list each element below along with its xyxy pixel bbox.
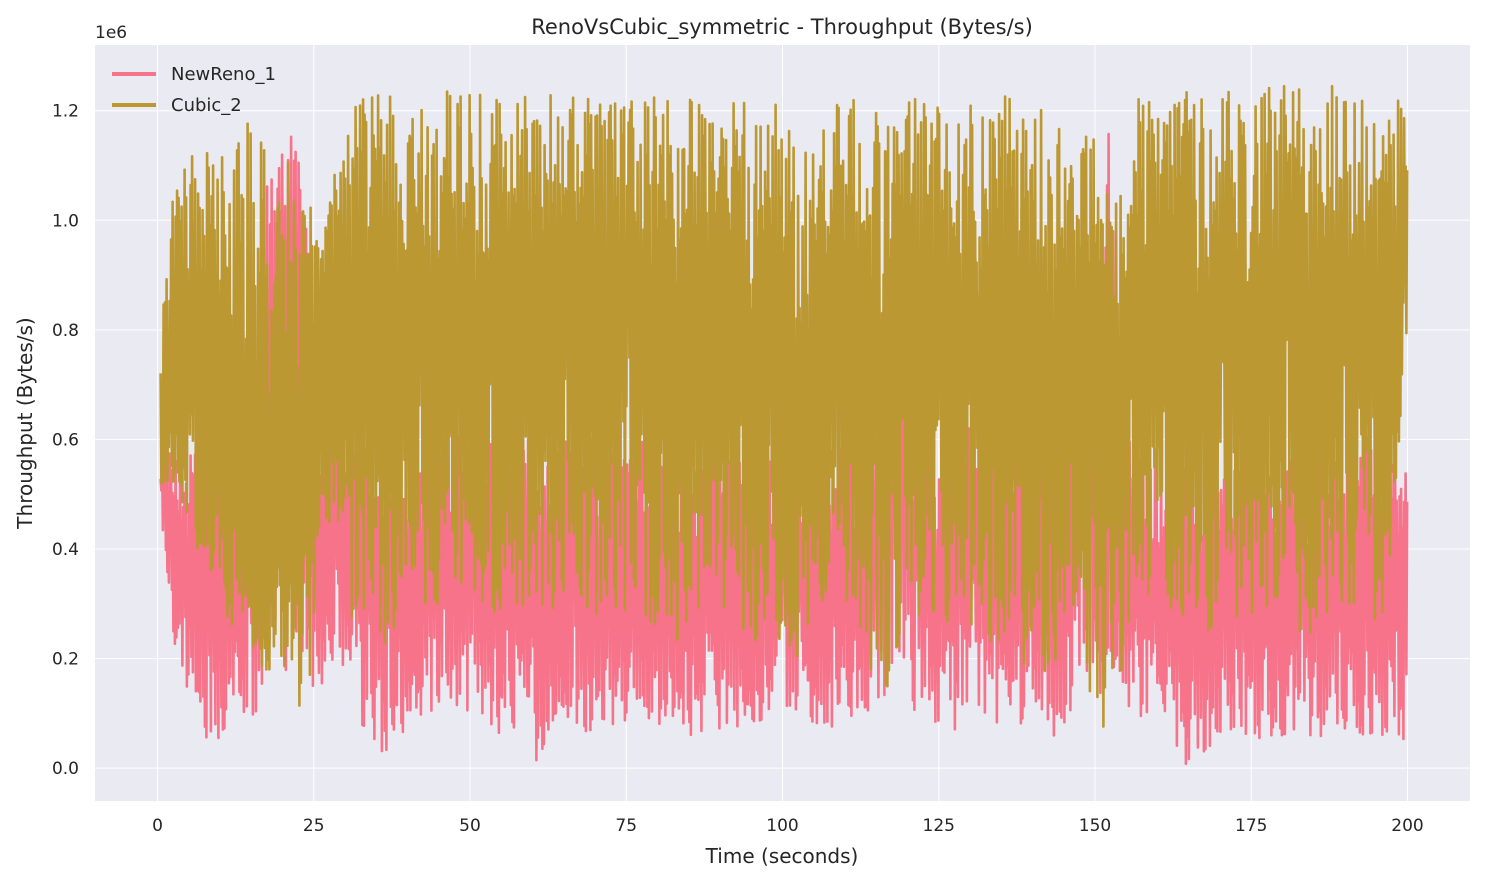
x-tick-label: 100 bbox=[766, 816, 798, 836]
legend-entry: NewReno_1 bbox=[171, 64, 276, 85]
x-tick-label: 25 bbox=[303, 816, 325, 836]
y-axis-label: Throughput (Bytes/s) bbox=[13, 317, 37, 529]
chart-title: RenoVsCubic_symmetric - Throughput (Byte… bbox=[531, 15, 1033, 40]
y-tick-label: 0.4 bbox=[52, 540, 79, 560]
x-tick-label: 175 bbox=[1235, 816, 1267, 836]
x-tick-label: 75 bbox=[615, 816, 637, 836]
series-layer bbox=[159, 84, 1409, 766]
y-axis-offset-label: 1e6 bbox=[95, 23, 127, 43]
series-line-cubic-2 bbox=[159, 84, 1409, 728]
legend-entry: Cubic_2 bbox=[171, 95, 242, 116]
x-tick-label: 200 bbox=[1391, 816, 1423, 836]
legend: NewReno_1 Cubic_2 bbox=[112, 64, 276, 116]
x-tick-label: 0 bbox=[152, 816, 163, 836]
y-tick-label: 0.0 bbox=[52, 759, 79, 779]
y-tick-label: 0.8 bbox=[52, 321, 79, 341]
x-tick-label: 50 bbox=[459, 816, 481, 836]
x-axis: 0 25 50 75 100 125 150 175 200 bbox=[152, 816, 1424, 836]
y-tick-label: 0.2 bbox=[52, 650, 79, 670]
y-tick-label: 0.6 bbox=[52, 430, 79, 450]
x-tick-label: 150 bbox=[1079, 816, 1111, 836]
x-axis-label: Time (seconds) bbox=[705, 844, 859, 868]
y-tick-label: 1.0 bbox=[52, 211, 79, 231]
y-axis: 0.0 0.2 0.4 0.6 0.8 1.0 1.2 bbox=[52, 102, 79, 779]
x-tick-label: 125 bbox=[923, 816, 955, 836]
series-line-newreno-1 bbox=[159, 132, 1409, 766]
y-tick-label: 1.2 bbox=[52, 102, 79, 122]
